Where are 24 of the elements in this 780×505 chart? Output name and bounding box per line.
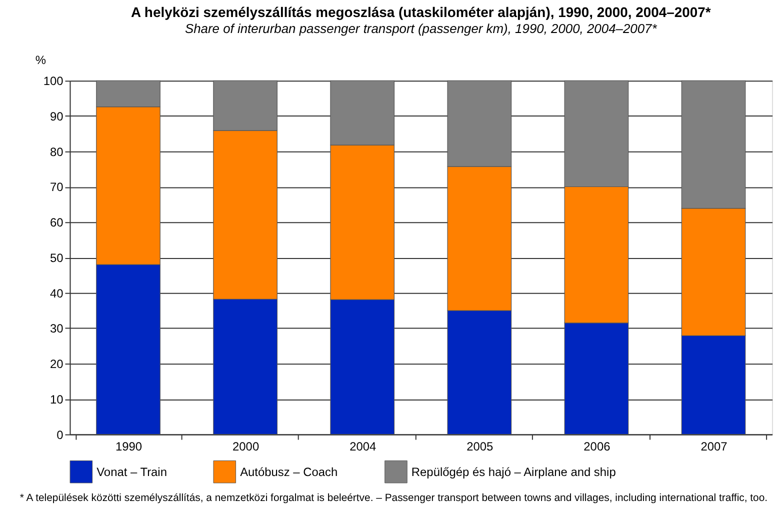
legend-label: Vonat – Train [96, 464, 167, 479]
text: * A települések közötti személyszállítás, a nemzetközi forgalmat is beleértve. – Passenger transport between towns and villages, including international traffic, too. [20, 493, 768, 504]
y-tick-label: 100 [43, 74, 64, 88]
y-axis-title: % [35, 53, 46, 68]
chart-subtitle: Share of interurban passenger transport (passenger km), 1990, 2000, 2004–2007* [184, 20, 658, 36]
x-tick-label: 2000 [232, 440, 260, 454]
y-tick-label: 30 [50, 322, 64, 336]
legend-label: Autóbusz – Coach [240, 464, 338, 479]
x-tick-label: 2006 [584, 440, 611, 454]
chart-title: A helyközi személyszállítás megoszlása (utaskilométer alapján), 1990, 2000, 2004–2007* [131, 4, 712, 20]
y-tick-label: 70 [50, 180, 64, 194]
y-tick-label: 60 [50, 216, 64, 230]
x-tick-label: 2007 [700, 440, 728, 454]
y-tick-label: 40 [50, 286, 64, 300]
y-tick-label: 10 [50, 392, 64, 406]
x-tick-label: 1990 [115, 440, 142, 454]
y-tick-label: 90 [50, 110, 64, 124]
y-tick-label: 80 [50, 144, 64, 159]
legend-label: Repülőgép és hajó – Airplane and ship [411, 464, 616, 479]
y-tick-label: 20 [50, 357, 64, 372]
y-tick-label: 50 [50, 250, 64, 265]
y-tick-label: 0 [56, 428, 64, 442]
x-tick-label: 2004 [350, 440, 376, 454]
x-tick-label: 2005 [466, 440, 494, 454]
